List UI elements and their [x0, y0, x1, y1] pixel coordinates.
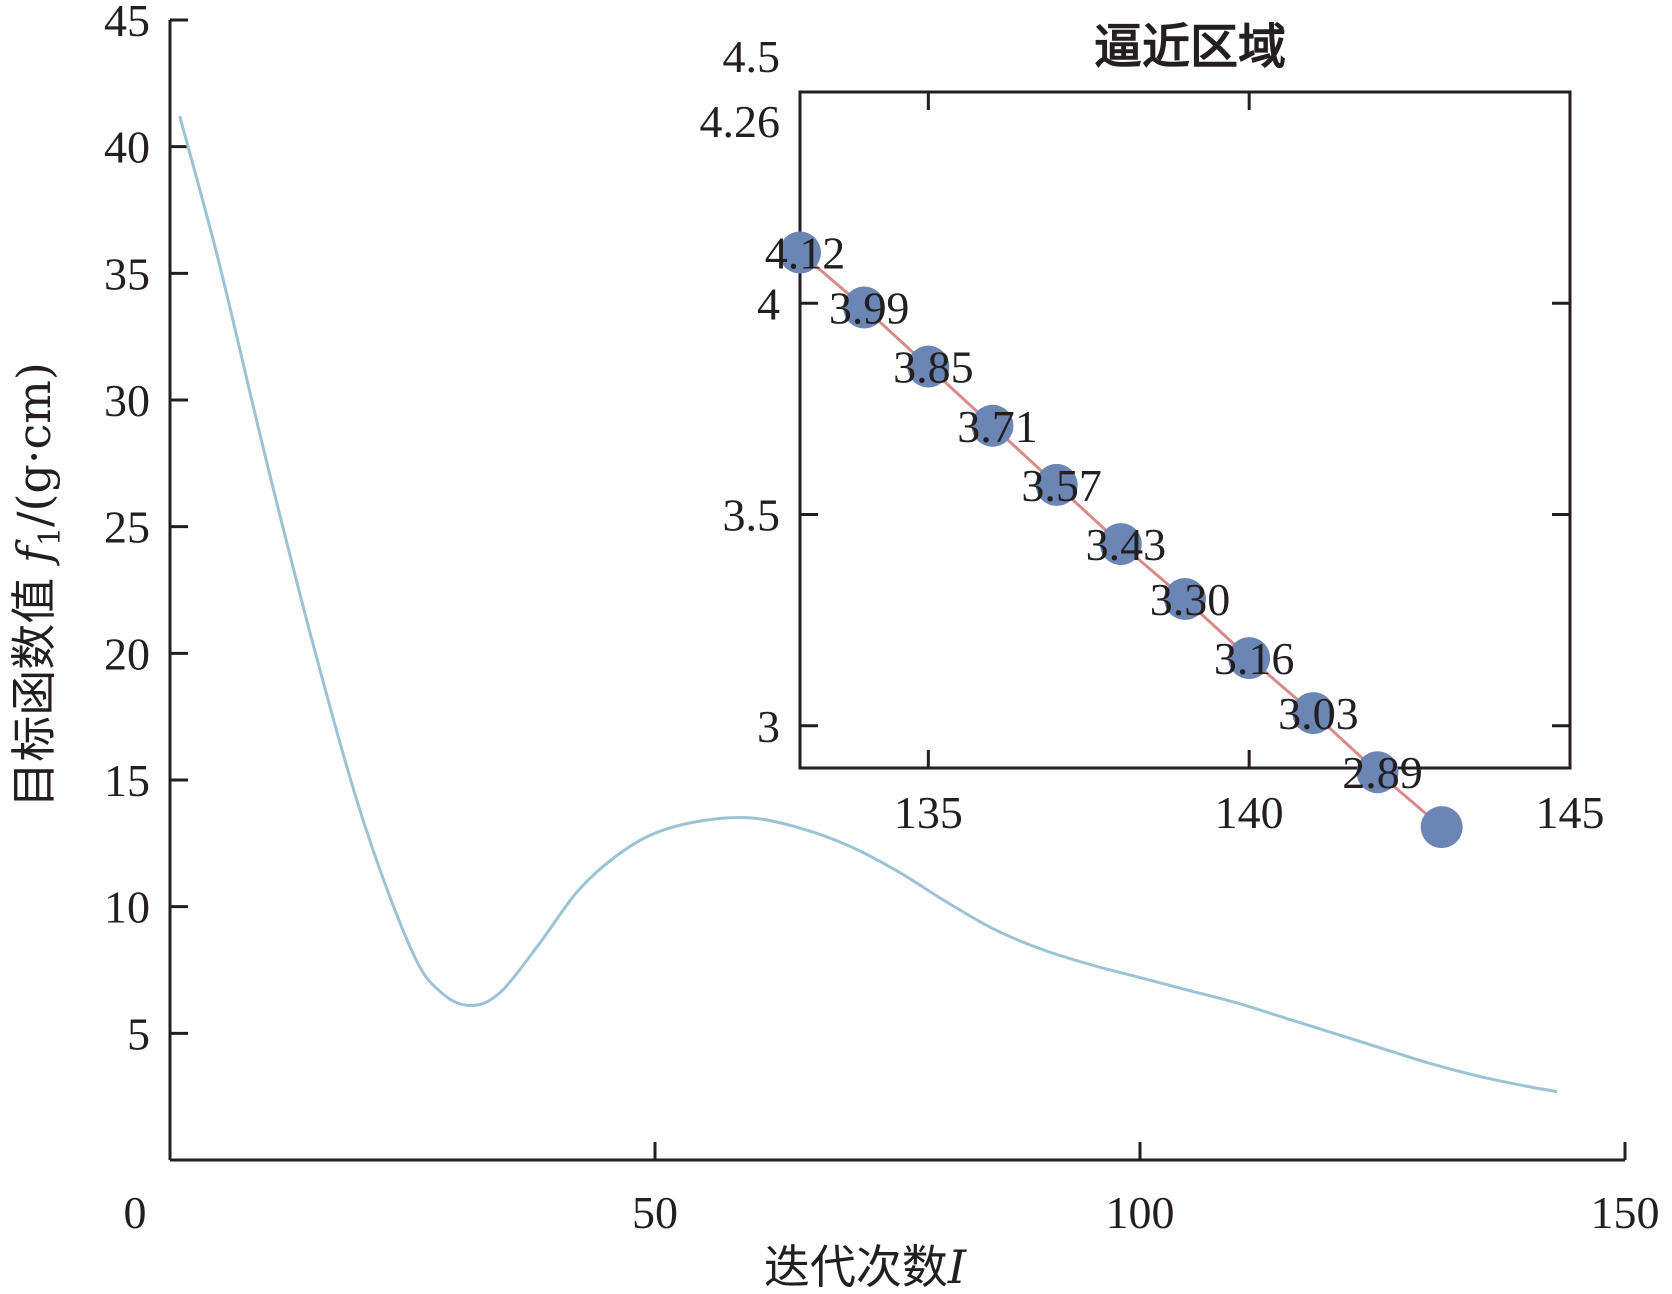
inset-y-tick-label: 4: [757, 278, 780, 329]
inset-title: 逼近区域: [1094, 19, 1286, 75]
main-x-tick-label: 0: [124, 1187, 147, 1238]
main-y-tick-label: 35: [104, 248, 150, 299]
main-y-tick-label: 10: [104, 882, 150, 933]
inset-data-point: [1292, 692, 1335, 735]
inset-point-label: 4.12: [765, 228, 846, 279]
main-y-tick-label: 5: [127, 1008, 150, 1059]
inset-x-tick-label: 140: [1215, 787, 1284, 838]
main-plot: 0 50 100 150 5 10 15 20 25 30 35 40 45 迭代次数I 目标函数值 f…: [7, 0, 1660, 1294]
inset-y-tick-label: 3: [757, 701, 780, 752]
inset-x-tick-label: 135: [894, 787, 963, 838]
main-x-tick-label: 100: [1106, 1187, 1175, 1238]
main-x-tick-label: 50: [632, 1187, 678, 1238]
inset-data-point: [1164, 578, 1206, 620]
main-y-tick-label: 40: [104, 122, 150, 173]
main-y-tick-label: 25: [104, 502, 150, 553]
inset-point-label: 2.89: [1342, 747, 1423, 798]
inset-point-label: 3.16: [1214, 633, 1295, 684]
inset-data-point: [1099, 523, 1142, 566]
inset-point-label: 3.30: [1150, 574, 1231, 625]
inset-y-tick-label-extra: 4.5: [723, 31, 781, 82]
inset-point-label: 3.71: [957, 401, 1038, 452]
inset-plot: 逼近区域 135 140 145 3 3.5 4 4.5 4.26 4.123.99 3.85 3…: [700, 19, 1605, 849]
inset-y-tick-label: 3.5: [723, 490, 781, 541]
inset-data-point: [779, 231, 821, 274]
inset-data-point: [1356, 751, 1399, 794]
main-y-tick-label: 45: [104, 0, 150, 46]
inset-y-tick-label-extra: 4.26: [700, 96, 781, 147]
inset-data-point: [1035, 463, 1078, 506]
inset-point-label: 3.99: [829, 282, 910, 333]
main-x-axis-title: 迭代次数I: [764, 1240, 967, 1294]
inset-point-label: 3.85: [893, 342, 974, 393]
inset-data-point: [1228, 637, 1271, 680]
inset-x-tick-label: 145: [1536, 787, 1605, 838]
main-y-axis-title: 目标函数值 f1/(g·cm): [7, 362, 68, 808]
main-y-tick-label: 15: [104, 755, 150, 806]
inset-point-label: 3.57: [1021, 460, 1102, 511]
inset-point-label: 3.03: [1278, 688, 1359, 739]
inset-data-point: [907, 345, 950, 388]
main-y-tick-label: 30: [104, 375, 150, 426]
inset-data-point: [843, 286, 886, 329]
inset-data-point: [971, 404, 1014, 447]
main-series-line: [178, 115, 1558, 1094]
main-x-tick-label: 150: [1591, 1187, 1660, 1238]
inset-point-label: 3.43: [1086, 519, 1167, 570]
inset-data-point: [1420, 806, 1463, 849]
main-y-tick-label: 20: [104, 628, 150, 679]
inset-frame: [798, 90, 1572, 770]
